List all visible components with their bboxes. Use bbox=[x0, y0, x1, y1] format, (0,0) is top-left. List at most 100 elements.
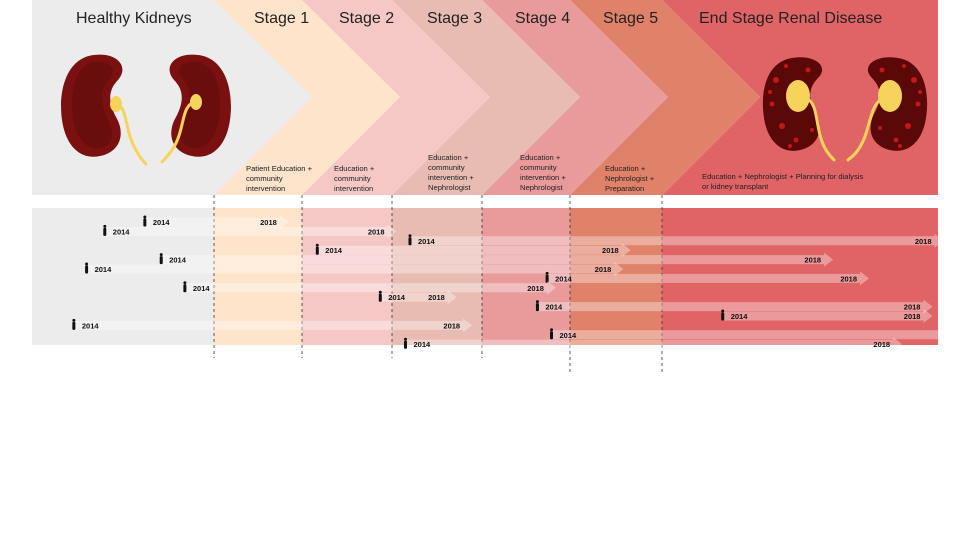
patient-start-year: 2014 bbox=[325, 246, 343, 255]
chevron-stage3 bbox=[392, 0, 580, 195]
person-icon-head bbox=[159, 253, 163, 257]
person-icon-head bbox=[404, 337, 407, 341]
patient-arrow bbox=[317, 243, 631, 258]
person-icon-body bbox=[143, 218, 147, 227]
person-icon-head bbox=[550, 328, 554, 332]
patient-start-year: 2014 bbox=[95, 265, 113, 274]
patient-arrow bbox=[86, 262, 624, 276]
band-stage2 bbox=[302, 208, 392, 345]
person-icon-head bbox=[545, 271, 549, 275]
person-icon-body bbox=[721, 312, 725, 321]
diseased-pelvis-left bbox=[786, 80, 810, 112]
person-icon-head bbox=[143, 215, 147, 219]
patient-start-year: 2014 bbox=[193, 284, 211, 293]
patient-arrow bbox=[537, 299, 933, 314]
patient-arrow bbox=[547, 271, 869, 286]
patient-end-year: 2018 bbox=[368, 227, 385, 236]
patient-row: 2014 2018 bbox=[404, 337, 903, 352]
patient-end-year: 2018 bbox=[260, 218, 277, 227]
description-esrd: Education + Nephrologist + Planning for … bbox=[702, 172, 864, 191]
person-icon-body bbox=[545, 274, 549, 283]
header-esrd: End Stage Renal Disease bbox=[699, 10, 883, 27]
healthy-pelvis-right bbox=[190, 94, 202, 110]
patient-end-year: 2018 bbox=[443, 321, 460, 330]
patient-start-year: 2014 bbox=[731, 312, 749, 321]
healthy-ureter-left bbox=[114, 102, 148, 166]
person-icon-body bbox=[535, 303, 539, 312]
healthy-kidney-left-shade bbox=[72, 61, 113, 149]
patient-arrow bbox=[73, 318, 473, 333]
header-stage-4: Stage 4 bbox=[515, 10, 571, 27]
diseased-ureter-right bbox=[846, 96, 886, 162]
patient-arrow bbox=[184, 280, 556, 295]
person-icon-body bbox=[408, 237, 412, 246]
patient-arrow bbox=[104, 224, 397, 239]
patient-start-year: 2014 bbox=[545, 303, 563, 312]
patient-end-year: 2018 bbox=[904, 312, 921, 321]
patient-arrow bbox=[722, 309, 933, 323]
description-stage-4: Education + community intervention + Nep… bbox=[520, 153, 566, 192]
person-icon-head bbox=[103, 224, 107, 228]
band-stage5 bbox=[570, 208, 662, 345]
patient-end-year: 2018 bbox=[840, 274, 857, 283]
patient-start-year: 2014 bbox=[153, 218, 171, 227]
description-stage-3: Education + community intervention + Nep… bbox=[428, 153, 474, 192]
patient-end-year: 2018 bbox=[602, 246, 619, 255]
patient-start-year: 2014 bbox=[169, 256, 187, 265]
chevron-stage5 bbox=[570, 0, 760, 195]
person-icon-head bbox=[183, 281, 187, 285]
healthy-pelvis-left bbox=[110, 96, 122, 112]
patient-start-year: 2014 bbox=[418, 237, 436, 246]
healthy-kidneys-illustration bbox=[61, 54, 231, 166]
person-icon-body bbox=[159, 256, 163, 265]
healthy-ureter-right bbox=[160, 100, 198, 164]
patient-arrow bbox=[161, 252, 834, 267]
diseased-pelvis-right bbox=[878, 80, 902, 112]
patient-row: 2014 2018 bbox=[85, 262, 624, 276]
person-icon-head bbox=[85, 262, 89, 266]
band-stage1 bbox=[214, 208, 302, 345]
patient-arrow bbox=[410, 233, 944, 248]
patient-start-year: 2014 bbox=[414, 340, 432, 349]
band-esrd bbox=[662, 208, 938, 345]
person-icon-body bbox=[103, 227, 107, 236]
patient-start-year: 2014 bbox=[560, 331, 578, 340]
patient-arrow bbox=[551, 330, 960, 340]
description-stage-2: Education + community intervention bbox=[334, 164, 375, 193]
patient-row: 2014 2018 bbox=[721, 309, 933, 323]
patient-arrow bbox=[144, 215, 289, 229]
person-icon-body bbox=[378, 293, 382, 302]
diseased-kidneys-illustration bbox=[762, 57, 928, 162]
patient-start-year: 2014 bbox=[388, 293, 406, 302]
header-stage-2: Stage 2 bbox=[339, 10, 395, 27]
person-icon-body bbox=[183, 284, 187, 293]
chevron-stage1 bbox=[214, 0, 400, 195]
band-healthy bbox=[32, 208, 214, 345]
person-icon-head bbox=[72, 318, 76, 322]
patient-end-year: 2018 bbox=[595, 265, 612, 274]
band-stage4 bbox=[482, 208, 570, 345]
patient-row: 2014 2018 bbox=[143, 215, 289, 229]
chevron-stage2 bbox=[302, 0, 490, 195]
person-icon-head bbox=[721, 309, 725, 313]
patient-end-year: 2018 bbox=[873, 340, 890, 349]
patient-arrow bbox=[380, 290, 457, 305]
person-icon-body bbox=[550, 331, 554, 340]
header-stage-1: Stage 1 bbox=[254, 10, 310, 27]
person-icon-body bbox=[85, 265, 89, 274]
person-icon-body bbox=[315, 246, 319, 255]
diseased-lesions bbox=[768, 64, 922, 148]
person-icon-head bbox=[378, 290, 382, 294]
person-icon-head bbox=[408, 234, 412, 238]
bottom-band bbox=[32, 208, 938, 345]
